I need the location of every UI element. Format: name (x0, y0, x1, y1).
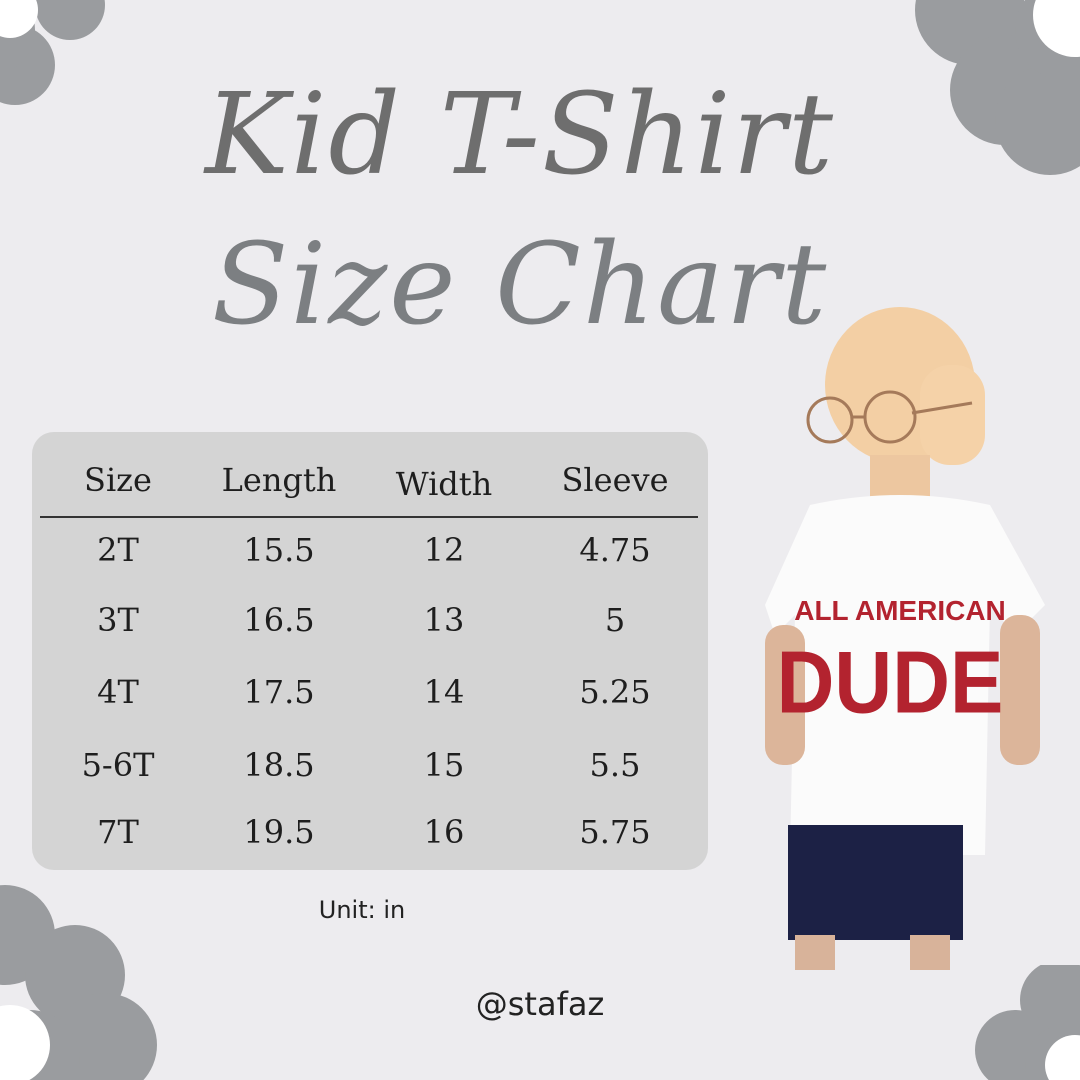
social-handle: @stafaz (475, 985, 605, 1023)
column-header-width: Width (395, 465, 493, 503)
table-cell: 3T (97, 601, 139, 639)
table-cell: 4.75 (579, 531, 651, 569)
table-cell: 14 (423, 673, 465, 711)
table-cell: 19.5 (243, 813, 315, 851)
flower-decoration-top-left (0, 0, 105, 105)
title-line-1: Kid T-Shirt (204, 70, 836, 200)
table-cell: 7T (97, 813, 139, 851)
title-line-2: Size Chart (211, 220, 829, 350)
table-cell: 5-6T (81, 746, 155, 784)
table-cell: 5.75 (579, 813, 651, 851)
table-cell: 16.5 (243, 601, 315, 639)
table-cell: 12 (423, 531, 465, 569)
table-cell: 13 (423, 601, 465, 639)
kid-photo: ALL AMERICAN DUDE (765, 307, 1045, 970)
flower-decoration-bottom-left (0, 885, 157, 1080)
flower-decoration-bottom-right (975, 965, 1080, 1080)
table-cell: 2T (97, 531, 139, 569)
header-divider (40, 516, 698, 518)
column-header-sleeve: Sleeve (561, 461, 669, 499)
table-cell: 16 (423, 813, 465, 851)
table-cell: 15.5 (243, 531, 315, 569)
flower-decoration-top-right (915, 0, 1080, 175)
size-table: Size Length Width Sleeve 2T 15.5 12 4.75 3T 16.5 1… (32, 432, 708, 870)
table-cell: 4T (97, 673, 139, 711)
shirt-print-line-2: DUDE (777, 633, 1004, 731)
table-cell: 15 (423, 746, 465, 784)
unit-label: Unit: in (318, 896, 406, 924)
table-cell: 17.5 (243, 673, 315, 711)
column-header-length: Length (221, 461, 337, 499)
shirt-print-line-1: ALL AMERICAN (794, 595, 1006, 626)
table-cell: 5 (604, 601, 626, 639)
column-header-size: Size (84, 461, 152, 499)
table-cell: 18.5 (243, 746, 315, 784)
table-cell: 5.25 (579, 673, 651, 711)
table-cell: 5.5 (589, 746, 641, 784)
